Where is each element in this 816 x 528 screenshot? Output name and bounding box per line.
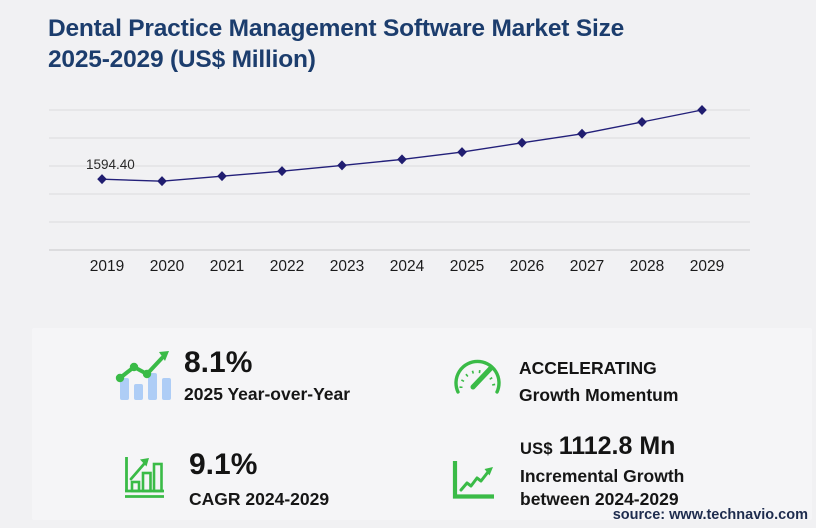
bar-chart-growth-icon xyxy=(125,457,164,498)
x-axis-label: 2024 xyxy=(390,258,425,275)
stat-incremental-currency: US$ xyxy=(520,440,553,458)
first-point-label: 1594.40 xyxy=(86,157,135,172)
stat-yoy-value: 8.1% xyxy=(184,346,253,379)
x-axis-label: 2028 xyxy=(630,258,664,275)
stat-momentum-line1: ACCELERATING xyxy=(519,358,657,378)
data-point-marker xyxy=(217,171,227,182)
data-point-marker xyxy=(637,117,647,128)
stat-cagr-label: CAGR 2024-2029 xyxy=(189,489,330,509)
x-axis-label: 2027 xyxy=(570,258,604,275)
market-line-chart: 1594.40 2019 2020 2021 2022 2023 2024 2025 2026 2… xyxy=(49,105,750,275)
stat-yoy: 8.1% 2025 Year-over-Year xyxy=(184,346,350,405)
x-axis-label: 2026 xyxy=(510,258,544,275)
page-title: Dental Practice Management Software Mark… xyxy=(48,13,728,75)
stat-cagr: 9.1% CAGR 2024-2029 xyxy=(189,448,329,510)
series-group xyxy=(97,105,707,187)
bar-line-growth-icon xyxy=(115,351,171,400)
data-point-marker xyxy=(157,176,167,187)
x-axis-label: 2022 xyxy=(270,258,304,275)
stat-incremental-line2: between 2024-2029 xyxy=(520,489,679,509)
data-point-marker xyxy=(457,147,467,158)
stat-incremental-value: 1112.8 Mn xyxy=(558,432,676,460)
source-text: source: www.technavio.com xyxy=(612,507,808,523)
stat-incremental-line1: Incremental Growth xyxy=(520,466,685,486)
stat-incremental-amount: US$ 1112.8 Mn xyxy=(520,432,684,461)
x-axis-label: 2029 xyxy=(690,258,724,275)
data-point-marker xyxy=(337,160,347,171)
gridlines xyxy=(49,109,750,251)
data-point-marker xyxy=(577,128,587,139)
x-axis-label: 2025 xyxy=(450,258,484,275)
data-point-marker xyxy=(517,137,527,148)
data-point-marker xyxy=(97,174,107,185)
page-title-line2: 2025-2029 (US$ Million) xyxy=(48,46,316,73)
series-line xyxy=(101,109,703,182)
x-axis-label: 2021 xyxy=(210,258,244,275)
data-point-marker xyxy=(697,105,707,116)
x-axis-label: 2019 xyxy=(90,258,124,275)
stat-momentum-line2: Growth Momentum xyxy=(519,385,679,405)
line-chart-axis-icon xyxy=(452,461,494,499)
data-point-marker xyxy=(277,166,287,177)
stat-yoy-label: 2025 Year-over-Year xyxy=(184,384,351,404)
x-axis-label: 2020 xyxy=(150,258,185,275)
data-point-marker xyxy=(397,154,407,165)
stat-cagr-value: 9.1% xyxy=(189,448,258,481)
axis-labels-group: 1594.40 2019 2020 2021 2022 2023 2024 2025 2026 2… xyxy=(86,157,724,275)
gauge-icon xyxy=(454,359,501,394)
stat-incremental: US$ 1112.8 Mn Incremental Growth between… xyxy=(520,432,684,511)
x-axis-label: 2023 xyxy=(330,258,364,275)
page-title-line1: Dental Practice Management Software Mark… xyxy=(48,15,625,42)
stat-momentum: ACCELERATING Growth Momentum xyxy=(519,355,678,409)
